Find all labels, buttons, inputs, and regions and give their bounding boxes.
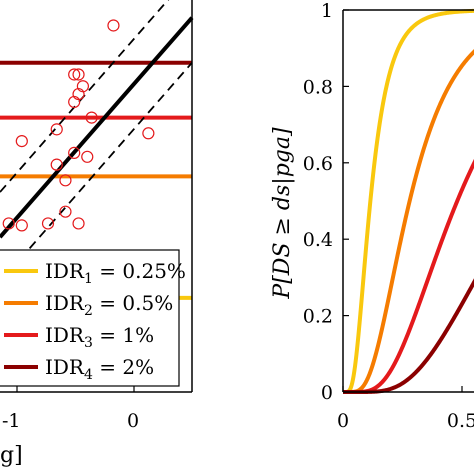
right-y-tick-label: 0.2 xyxy=(303,306,333,328)
left-x-tick-label: 0 xyxy=(127,410,139,432)
right-y-tick-label: 0.6 xyxy=(303,153,333,175)
legend-label: IDR1 = 0.25% xyxy=(45,259,186,287)
data-point xyxy=(50,123,63,136)
data-point xyxy=(68,68,81,81)
right-plot-area xyxy=(343,8,474,394)
data-point xyxy=(15,135,28,148)
data-point xyxy=(72,68,85,81)
fragility-curve-2 xyxy=(343,49,474,394)
right-x-tick-label: 0.5 xyxy=(447,410,474,432)
legend-label: IDR3 = 1% xyxy=(45,323,154,351)
data-point xyxy=(15,219,28,232)
right-y-tick-label: 1 xyxy=(321,0,333,22)
regression-line xyxy=(0,16,194,239)
right-y-tick-label: 0 xyxy=(321,382,333,404)
data-point xyxy=(68,95,81,109)
data-point xyxy=(50,158,63,171)
legend-label: IDR2 = 0.5% xyxy=(45,291,173,319)
right-y-tick-label: 0.8 xyxy=(303,76,333,98)
right-panel: P[DS ≥ ds|pga] 0 0.2 0.4 0.6 0.8 1 0 0.5 xyxy=(270,0,474,432)
data-point xyxy=(85,111,98,124)
left-panel: -1 0 g] IDR1 = 0.25% IDR2 = 0.5% IDR3 = 1%… xyxy=(0,0,194,468)
left-x-tick-label: -1 xyxy=(2,410,21,432)
confidence-bound-1 xyxy=(0,0,170,193)
data-point xyxy=(59,205,72,218)
data-point xyxy=(59,174,72,187)
left-x-axis-label: g] xyxy=(0,443,23,468)
data-point xyxy=(142,127,155,140)
data-point xyxy=(68,146,81,159)
right-x-tick-label: 0 xyxy=(337,410,349,432)
data-point xyxy=(2,217,15,230)
right-y-tick-label: 0.4 xyxy=(303,229,333,251)
data-point xyxy=(41,217,55,230)
legend-label: IDR4 = 2% xyxy=(45,355,154,383)
right-y-axis-label: P[DS ≥ ds|pga] xyxy=(270,127,295,300)
data-point xyxy=(72,217,85,230)
legend: IDR1 = 0.25% IDR2 = 0.5% IDR3 = 1% IDR4 = 2… xyxy=(0,249,186,387)
data-point xyxy=(107,19,120,32)
confidence-bound-2 xyxy=(0,62,193,283)
fragility-curve-1 xyxy=(343,8,474,394)
data-point xyxy=(81,150,94,163)
left-plot-area xyxy=(0,0,194,316)
